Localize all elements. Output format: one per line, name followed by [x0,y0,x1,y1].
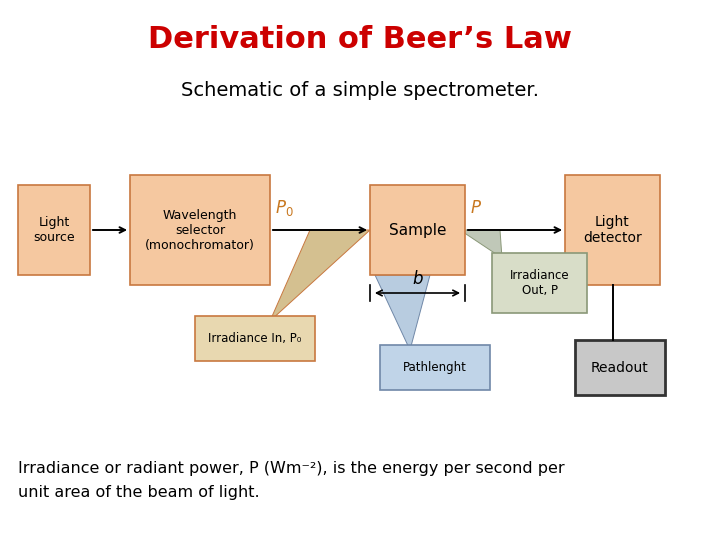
Text: Irradiance In, P₀: Irradiance In, P₀ [208,332,302,345]
Text: Wavelength
selector
(monochromator): Wavelength selector (monochromator) [145,208,255,252]
Polygon shape [270,230,370,321]
Text: Pathlenght: Pathlenght [403,361,467,374]
Bar [565,175,660,285]
Text: unit area of the beam of light.: unit area of the beam of light. [18,484,260,500]
Text: Irradiance or radiant power, P (Wm⁻²), is the energy per second per: Irradiance or radiant power, P (Wm⁻²), i… [18,461,564,476]
Bar [380,345,490,390]
Text: Irradiance
Out, P: Irradiance Out, P [510,269,570,297]
Text: Derivation of Beer’s Law: Derivation of Beer’s Law [148,25,572,55]
Text: Readout: Readout [591,361,649,375]
Text: $P$: $P$ [470,199,482,217]
Text: $b$: $b$ [412,270,423,288]
Bar [195,316,315,361]
Text: Sample: Sample [389,222,446,238]
Text: $P_0$: $P_0$ [275,198,294,218]
Polygon shape [460,230,502,258]
Text: Light
source: Light source [33,216,75,244]
Text: Light
detector: Light detector [583,215,642,245]
Bar [18,185,90,275]
Bar [370,185,465,275]
Bar [492,253,587,313]
Text: Schematic of a simple spectrometer.: Schematic of a simple spectrometer. [181,80,539,99]
Bar [575,340,665,395]
Bar [130,175,270,285]
Polygon shape [375,275,430,350]
